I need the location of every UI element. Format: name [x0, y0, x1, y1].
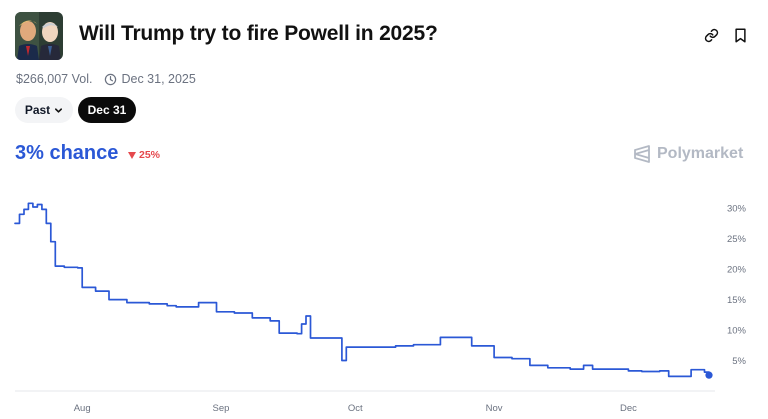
- change-indicator: 25%: [128, 149, 160, 161]
- polymarket-logo-icon: [633, 144, 651, 164]
- series-end-point: [705, 371, 713, 379]
- volume-text: $266,007 Vol.: [16, 72, 93, 86]
- clock-icon: [104, 73, 117, 86]
- x-tick-label: Aug: [74, 403, 91, 414]
- brand-name: Polymarket: [657, 145, 744, 162]
- market-title: Will Trump try to fire Powell in 2025?: [79, 22, 438, 45]
- bookmark-icon[interactable]: [730, 25, 750, 45]
- x-tick-label: Sep: [213, 403, 230, 414]
- probability-chart: 5% 10% 15% 20% 25% 30% Aug Sep Oct Nov Dec: [14, 202, 747, 414]
- series-line: [14, 202, 710, 378]
- triangle-down-icon: [128, 151, 136, 159]
- y-tick-label: 25%: [727, 234, 747, 245]
- chance-value: 3% chance: [15, 142, 119, 164]
- market-header: Will Trump try to fire Powell in 2025?: [15, 12, 755, 60]
- past-label: Past: [24, 103, 51, 117]
- end-date-text: Dec 31, 2025: [121, 72, 196, 86]
- x-tick-label: Dec: [620, 403, 637, 414]
- y-tick-label: 30%: [727, 204, 747, 215]
- y-tick-label: 10%: [727, 326, 747, 337]
- y-tick-label: 20%: [727, 265, 747, 276]
- date-filter-button[interactable]: Dec 31: [78, 97, 136, 123]
- change-value: 25%: [139, 149, 161, 161]
- date-filter-label: Dec 31: [87, 103, 127, 117]
- market-thumbnail: [15, 12, 63, 60]
- chevron-down-icon: [54, 106, 63, 115]
- y-tick-label: 15%: [727, 295, 747, 306]
- polymarket-brand: Polymarket: [633, 144, 743, 164]
- market-meta: $266,007 Vol. Dec 31, 2025: [16, 72, 196, 86]
- y-tick-label: 5%: [732, 356, 746, 367]
- x-tick-label: Nov: [486, 403, 503, 414]
- link-icon[interactable]: [701, 25, 721, 45]
- past-dropdown[interactable]: Past: [15, 97, 73, 123]
- x-tick-label: Oct: [348, 403, 363, 414]
